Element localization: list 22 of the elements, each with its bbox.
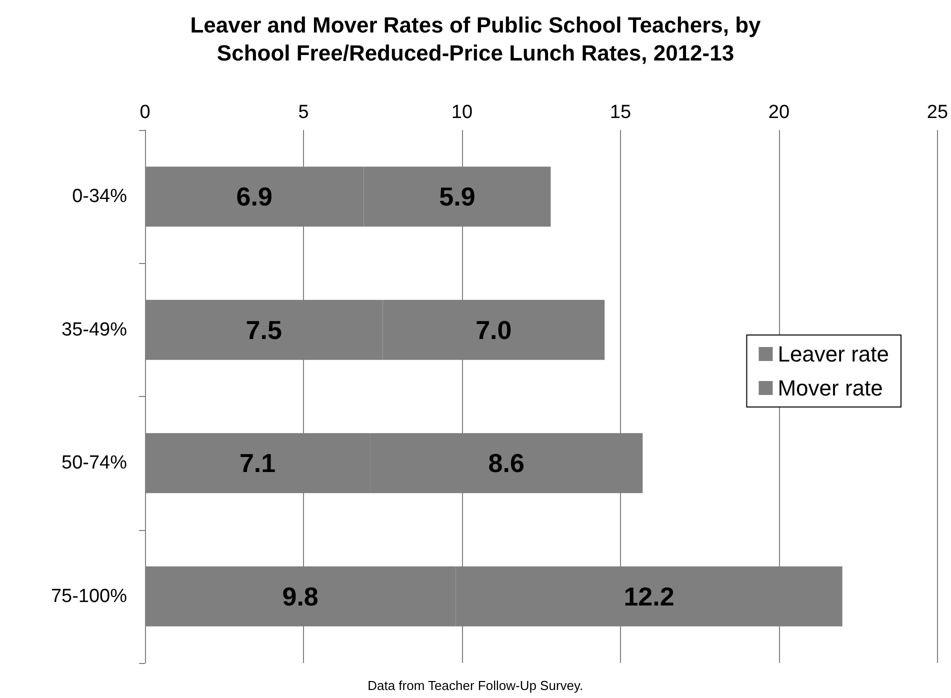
x-tick-label: 5 xyxy=(298,102,309,123)
data-label: 7.0 xyxy=(476,314,512,345)
chart-title: Leaver and Mover Rates of Public School Teachers, by School Free/Reduced-Price Lunch Rates, 2012-13 xyxy=(190,12,762,66)
x-tick-label: 10 xyxy=(451,102,473,123)
legend-label: Mover rate xyxy=(778,376,883,400)
x-tick-label: 15 xyxy=(610,102,632,123)
data-label: 6.9 xyxy=(236,182,272,212)
y-tick-label: 50-74% xyxy=(62,452,128,474)
data-label: 8.6 xyxy=(488,448,524,478)
data-label: 7.5 xyxy=(246,314,282,345)
data-label: 5.9 xyxy=(439,182,476,212)
legend-label: Leaver rate xyxy=(778,342,890,366)
text: Data from Teacher Follow-Up Survey. xyxy=(368,678,584,693)
y-tick-label: 0-34% xyxy=(72,186,128,208)
y-tick-label: 75-100% xyxy=(50,586,128,607)
data-label: 9.8 xyxy=(282,581,318,612)
y-tick-label: 35-49% xyxy=(62,319,128,340)
data-label: 12.2 xyxy=(624,581,674,612)
x-tick-label: 0 xyxy=(140,102,150,123)
data-label: 7.1 xyxy=(239,448,276,478)
x-tick-label: 25 xyxy=(926,102,948,123)
x-tick-label: 20 xyxy=(768,102,790,123)
